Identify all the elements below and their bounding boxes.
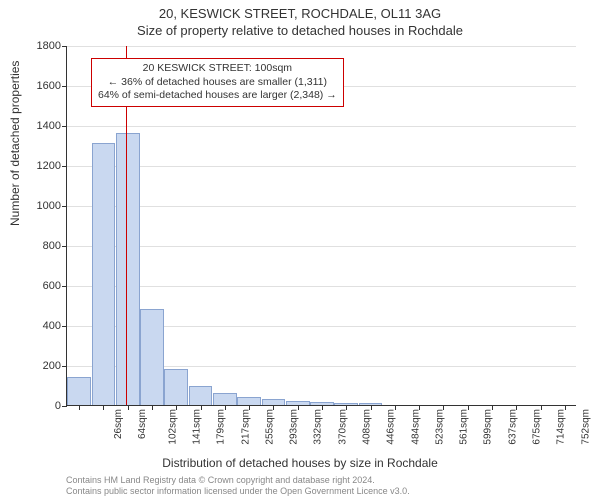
- y-tick-label: 400: [43, 320, 67, 332]
- page-subtitle: Size of property relative to detached ho…: [0, 23, 600, 38]
- histogram-bar: [67, 377, 91, 405]
- histogram-bar: [140, 309, 164, 405]
- y-tick-label: 0: [55, 400, 67, 412]
- x-tick-label: 637sqm: [507, 409, 518, 445]
- y-tick-label: 600: [43, 280, 67, 292]
- x-axis-label: Distribution of detached houses by size …: [0, 456, 600, 470]
- annotation-callout: 20 KESWICK STREET: 100sqm← 36% of detach…: [91, 58, 344, 107]
- gridline: [67, 246, 576, 247]
- x-tick-mark: [249, 405, 250, 410]
- page-title: 20, KESWICK STREET, ROCHDALE, OL11 3AG: [0, 0, 600, 23]
- histogram-bar: [213, 393, 237, 405]
- gridline: [67, 166, 576, 167]
- footer-line-1: Contains HM Land Registry data © Crown c…: [66, 475, 410, 486]
- x-tick-mark: [152, 405, 153, 410]
- x-tick-label: 293sqm: [289, 409, 300, 445]
- x-tick-label: 179sqm: [216, 409, 227, 445]
- y-tick-label: 1400: [37, 120, 67, 132]
- histogram-bar: [92, 143, 116, 405]
- x-tick-label: 561sqm: [459, 409, 470, 445]
- gridline: [67, 286, 576, 287]
- x-tick-mark: [201, 405, 202, 410]
- x-tick-mark: [79, 405, 80, 410]
- x-tick-label: 332sqm: [313, 409, 324, 445]
- chart-plot-area: 02004006008001000120014001600180026sqm64…: [66, 46, 576, 406]
- x-tick-label: 370sqm: [337, 409, 348, 445]
- histogram-bar: [164, 369, 188, 405]
- x-tick-mark: [541, 405, 542, 410]
- x-tick-mark: [176, 405, 177, 410]
- x-tick-label: 599sqm: [483, 409, 494, 445]
- y-tick-label: 1600: [37, 80, 67, 92]
- x-tick-mark: [273, 405, 274, 410]
- gridline: [67, 206, 576, 207]
- x-tick-label: 102sqm: [167, 409, 178, 445]
- x-tick-mark: [565, 405, 566, 410]
- histogram-bar: [189, 386, 213, 405]
- x-tick-label: 255sqm: [264, 409, 275, 445]
- x-tick-label: 714sqm: [556, 409, 567, 445]
- y-axis-label: Number of detached properties: [8, 61, 22, 226]
- x-tick-mark: [371, 405, 372, 410]
- gridline: [67, 46, 576, 47]
- annotation-line: 20 KESWICK STREET: 100sqm: [98, 62, 337, 76]
- y-tick-label: 800: [43, 240, 67, 252]
- histogram-bar: [116, 133, 140, 405]
- x-tick-label: 141sqm: [192, 409, 203, 445]
- x-tick-label: 523sqm: [434, 409, 445, 445]
- x-tick-mark: [516, 405, 517, 410]
- x-tick-mark: [468, 405, 469, 410]
- x-tick-label: 446sqm: [386, 409, 397, 445]
- x-tick-mark: [443, 405, 444, 410]
- x-tick-mark: [395, 405, 396, 410]
- footer-line-2: Contains public sector information licen…: [66, 486, 410, 497]
- x-tick-label: 26sqm: [113, 409, 124, 439]
- y-tick-label: 1000: [37, 200, 67, 212]
- histogram-bar: [237, 397, 261, 405]
- x-tick-label: 64sqm: [137, 409, 148, 439]
- x-tick-label: 484sqm: [410, 409, 421, 445]
- x-tick-mark: [322, 405, 323, 410]
- x-tick-mark: [346, 405, 347, 410]
- y-tick-label: 200: [43, 360, 67, 372]
- x-tick-mark: [225, 405, 226, 410]
- gridline: [67, 126, 576, 127]
- y-tick-label: 1800: [37, 40, 67, 52]
- annotation-line: 64% of semi-detached houses are larger (…: [98, 89, 337, 103]
- x-tick-mark: [492, 405, 493, 410]
- x-tick-label: 408sqm: [362, 409, 373, 445]
- x-tick-mark: [103, 405, 104, 410]
- x-tick-mark: [419, 405, 420, 410]
- annotation-line: ← 36% of detached houses are smaller (1,…: [98, 76, 337, 90]
- footer-attribution: Contains HM Land Registry data © Crown c…: [66, 475, 410, 497]
- x-tick-mark: [298, 405, 299, 410]
- x-tick-label: 675sqm: [532, 409, 543, 445]
- x-tick-mark: [128, 405, 129, 410]
- x-tick-label: 217sqm: [240, 409, 251, 445]
- x-tick-label: 752sqm: [580, 409, 591, 445]
- y-tick-label: 1200: [37, 160, 67, 172]
